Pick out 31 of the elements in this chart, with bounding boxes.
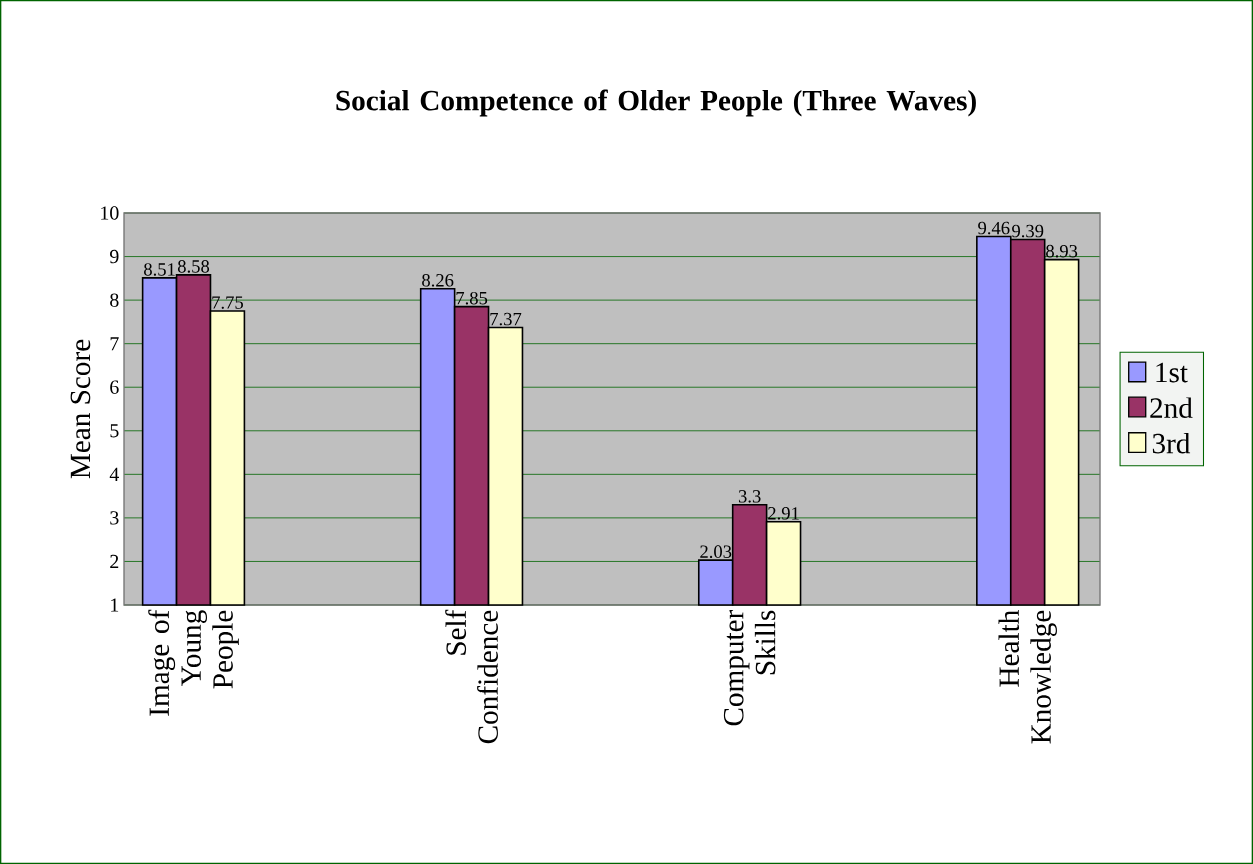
y-tick-label: 3 [110, 511, 119, 525]
data-label: 8.58 [177, 260, 210, 273]
x-tick-label: Health Knowledge [998, 610, 1057, 744]
y-tick-label: 6 [110, 380, 119, 394]
y-axis-title: Mean Score [70, 339, 91, 479]
data-label: 9.39 [1012, 224, 1044, 238]
x-tick-label: Self Confidence [445, 609, 498, 744]
y-tick-label: 8 [110, 293, 119, 307]
data-label: 7.85 [456, 291, 488, 305]
data-label: 9.46 [978, 221, 1010, 235]
x-tick-label: Image of Young People [148, 609, 239, 716]
y-tick-label: 1 [111, 598, 119, 612]
data-label: 8.93 [1046, 244, 1078, 258]
legend-label: 3rd [1152, 432, 1191, 454]
y-tick-label: 4 [109, 467, 119, 481]
y-tick-label: 9 [109, 249, 119, 264]
legend-label: 1st [1156, 362, 1188, 383]
data-label: 8.51 [144, 263, 175, 276]
data-label: 2.91 [768, 507, 799, 520]
y-tick-label: 7 [110, 337, 119, 351]
chart-title: Social Competence of Older People (Three Waves) [336, 89, 976, 117]
data-label: 7.37 [490, 312, 522, 326]
data-label: 7.75 [212, 296, 243, 309]
y-tick-label: 2 [110, 554, 119, 569]
x-tick-label: Computer Skills [723, 609, 776, 726]
y-tick-label: 5 [110, 424, 119, 438]
data-label: 2.03 [700, 545, 732, 559]
y-tick-label: 10 [101, 206, 119, 220]
data-label: 8.26 [422, 274, 454, 287]
data-label: 3.3 [738, 490, 761, 503]
legend-label: 2nd [1150, 397, 1193, 418]
